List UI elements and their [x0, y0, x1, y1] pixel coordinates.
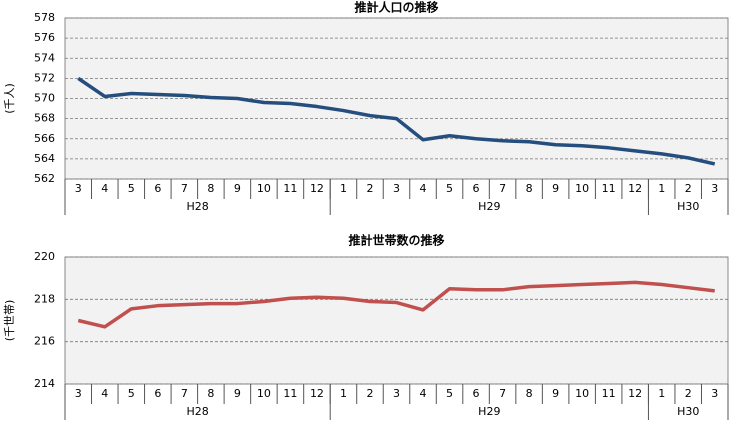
x-tick-label: 3	[393, 387, 400, 400]
x-tick-label: 8	[207, 182, 214, 195]
y-axis-label: (千人)	[3, 83, 16, 114]
x-tick-label: 12	[310, 182, 324, 195]
y-tick-label: 574	[34, 51, 55, 64]
x-tick-label: 9	[234, 387, 241, 400]
data-line	[77, 280, 715, 329]
y-tick-label: 572	[34, 71, 55, 84]
x-tick-label: 10	[257, 387, 271, 400]
y-tick-label: 570	[34, 92, 55, 105]
x-tick-label: 11	[283, 182, 297, 195]
y-tick-label: 566	[34, 132, 55, 145]
x-tick-label: 3	[393, 182, 400, 195]
x-tick-label: 5	[446, 182, 453, 195]
x-tick-label: 6	[154, 182, 161, 195]
x-tick-label: 6	[473, 182, 480, 195]
x-tick-label: 4	[420, 387, 427, 400]
x-tick-label: 2	[685, 182, 692, 195]
group-label: H30	[677, 200, 699, 213]
x-tick-label: 5	[128, 387, 135, 400]
group-label: H30	[677, 405, 699, 418]
x-tick-label: 12	[310, 387, 324, 400]
y-tick-label: 564	[34, 152, 55, 165]
chart-title: 推計世帯数の推移	[348, 233, 444, 248]
x-tick-label: 2	[685, 387, 692, 400]
x-tick-label: 1	[658, 387, 665, 400]
x-tick-label: 10	[575, 387, 589, 400]
x-tick-label: 11	[602, 182, 616, 195]
x-tick-label: 9	[552, 387, 559, 400]
x-tick-label: 3	[711, 182, 718, 195]
group-label: H28	[186, 200, 208, 213]
x-tick-label: 7	[499, 182, 506, 195]
x-tick-label: 11	[602, 387, 616, 400]
y-tick-label: 216	[34, 335, 55, 348]
group-label: H28	[186, 405, 208, 418]
x-tick-label: 10	[575, 182, 589, 195]
x-tick-label: 5	[128, 182, 135, 195]
chart-title: 推計人口の推移	[354, 0, 438, 15]
x-tick-label: 4	[101, 182, 108, 195]
x-tick-label: 1	[658, 182, 665, 195]
y-tick-label: 562	[34, 172, 55, 185]
plot-area	[64, 256, 729, 385]
x-tick-label: 6	[154, 387, 161, 400]
y-tick-label: 220	[34, 250, 55, 263]
y-tick-label: 214	[34, 377, 55, 390]
group-label: H29	[478, 405, 500, 418]
y-tick-label: 218	[34, 292, 55, 305]
x-tick-label: 2	[366, 387, 373, 400]
x-tick-label: 3	[75, 387, 82, 400]
x-tick-label: 5	[446, 387, 453, 400]
x-tick-label: 7	[499, 387, 506, 400]
x-tick-label: 12	[628, 387, 642, 400]
x-tick-label: 8	[207, 387, 214, 400]
x-tick-label: 1	[340, 387, 347, 400]
x-tick-label: 3	[711, 387, 718, 400]
x-tick-label: 12	[628, 182, 642, 195]
x-tick-label: 4	[101, 387, 108, 400]
y-tick-label: 576	[34, 31, 55, 44]
x-tick-label: 9	[552, 182, 559, 195]
x-tick-label: 9	[234, 182, 241, 195]
group-label: H29	[478, 200, 500, 213]
x-tick-label: 3	[75, 182, 82, 195]
y-tick-label: 578	[34, 11, 55, 24]
y-axis-label: (千世帯)	[3, 300, 16, 342]
y-tick-label: 568	[34, 112, 55, 125]
x-tick-label: 6	[473, 387, 480, 400]
x-tick-label: 10	[257, 182, 271, 195]
x-tick-label: 8	[526, 182, 533, 195]
x-tick-label: 4	[420, 182, 427, 195]
x-tick-label: 1	[340, 182, 347, 195]
x-tick-label: 8	[526, 387, 533, 400]
x-tick-label: 11	[283, 387, 297, 400]
x-tick-label: 7	[181, 182, 188, 195]
data-line	[77, 76, 716, 166]
x-tick-label: 7	[181, 387, 188, 400]
x-tick-label: 2	[366, 182, 373, 195]
